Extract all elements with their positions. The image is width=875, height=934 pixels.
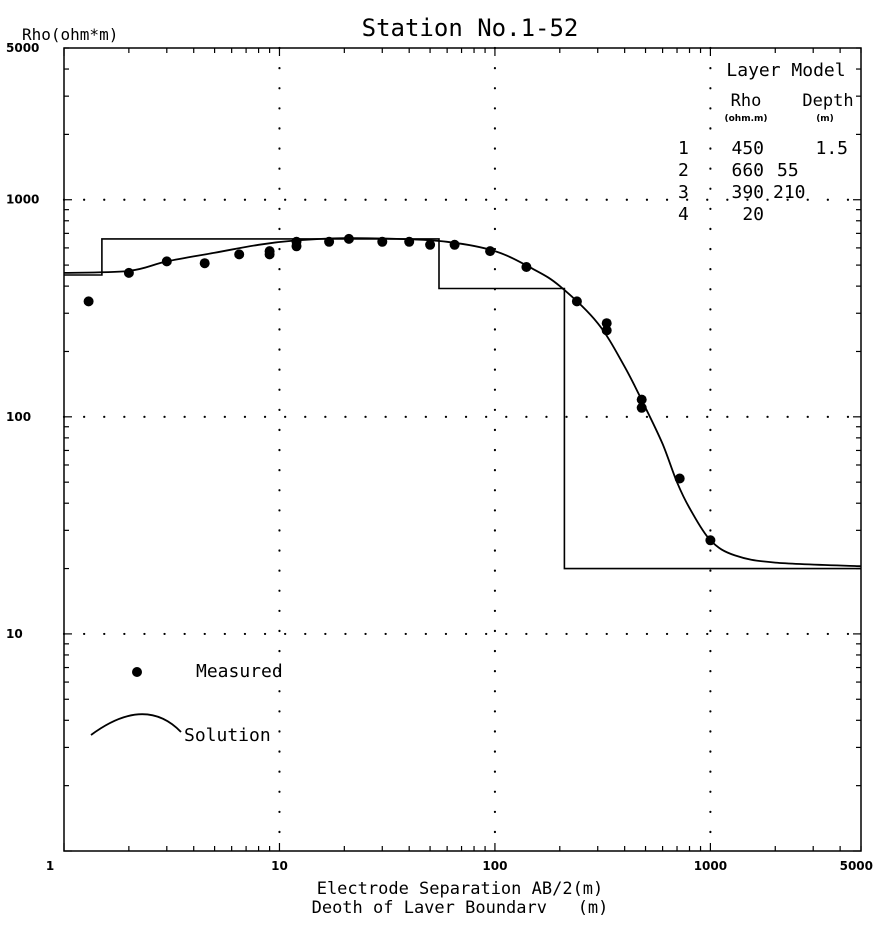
row-1-n: 1 bbox=[678, 138, 689, 159]
layer-model-table: Layer Model Rho Depth (ohm.m) (m) 1 450 … bbox=[678, 60, 854, 225]
measured-point-10 bbox=[343, 233, 354, 244]
legend-solution-line bbox=[90, 713, 182, 736]
measured-point-11 bbox=[377, 236, 388, 247]
y-tick-labels: 5000 1000 100 10 bbox=[6, 41, 39, 641]
x-tick-labels: 1 10 100 1000 5000 bbox=[46, 859, 873, 873]
measured-point-13 bbox=[425, 239, 436, 250]
measured-point-8 bbox=[291, 236, 302, 247]
header-depth: Depth bbox=[802, 91, 853, 111]
header-rho: Rho bbox=[731, 91, 762, 111]
row-4-n: 4 bbox=[678, 204, 689, 225]
measured-point-21 bbox=[636, 402, 647, 413]
measured-points bbox=[83, 233, 716, 546]
measured-point-12 bbox=[404, 236, 415, 247]
measured-point-14 bbox=[449, 239, 460, 250]
x-axis-label-line-2: Deoth of Laver Boundarv (m) bbox=[312, 898, 609, 918]
layer-model-title: Layer Model bbox=[726, 60, 845, 81]
measured-point-4 bbox=[234, 249, 245, 260]
x-tick-label-1: 1 bbox=[46, 859, 54, 873]
measured-point-20 bbox=[636, 394, 647, 405]
measured-point-2 bbox=[161, 256, 172, 267]
y-axis-label: Rho(ohm*m) bbox=[22, 25, 118, 44]
plot-frame bbox=[63, 47, 862, 852]
row-2-depth: 55 bbox=[777, 160, 799, 181]
measured-point-1 bbox=[123, 267, 134, 278]
measured-point-22 bbox=[674, 473, 685, 484]
row-1-rho: 450 bbox=[731, 138, 764, 159]
measured-point-9 bbox=[324, 236, 335, 247]
row-2-n: 2 bbox=[678, 160, 689, 181]
solution-curve bbox=[63, 237, 862, 568]
row-3-rho: 390 bbox=[731, 182, 764, 203]
measured-point-19 bbox=[601, 325, 612, 336]
row-4-rho: 20 bbox=[742, 204, 764, 225]
measured-point-6 bbox=[264, 246, 275, 257]
legend: Measured Solution bbox=[90, 661, 283, 746]
row-3-depth: 210 bbox=[773, 182, 806, 203]
measured-point-17 bbox=[571, 296, 582, 307]
unit-depth: (m) bbox=[816, 114, 834, 124]
row-1-depth: 1.5 bbox=[815, 138, 848, 159]
x-tick-label-100: 100 bbox=[482, 859, 507, 873]
y-tick-label-10: 10 bbox=[6, 627, 23, 641]
x-tick-label-10: 10 bbox=[271, 859, 288, 873]
grid-lines bbox=[62, 46, 863, 853]
y-tick-label-5000: 5000 bbox=[6, 41, 39, 55]
unit-rho: (ohm.m) bbox=[725, 114, 768, 124]
row-2-rho: 660 bbox=[731, 160, 764, 181]
row-3-n: 3 bbox=[678, 182, 689, 203]
y-tick-label-1000: 1000 bbox=[6, 193, 39, 207]
measured-point-23 bbox=[705, 535, 716, 546]
measured-point-0 bbox=[83, 296, 94, 307]
y-tick-label-100: 100 bbox=[6, 410, 31, 424]
legend-measured-label: Measured bbox=[196, 661, 283, 682]
layer-model-steps bbox=[64, 238, 861, 570]
legend-measured-marker bbox=[132, 667, 142, 677]
minor-ticks bbox=[63, 47, 862, 852]
x-tick-label-5000: 5000 bbox=[840, 859, 873, 873]
measured-point-18 bbox=[601, 318, 612, 329]
measured-point-3 bbox=[199, 258, 210, 269]
measured-point-16 bbox=[521, 262, 532, 272]
measured-point-15 bbox=[485, 246, 496, 257]
x-tick-label-1000: 1000 bbox=[694, 859, 727, 873]
legend-solution-label: Solution bbox=[184, 725, 271, 746]
chart-title: Station No.1-52 bbox=[362, 14, 579, 42]
x-axis-label-line-1: Electrode Separation AB/2(m) bbox=[317, 879, 604, 899]
